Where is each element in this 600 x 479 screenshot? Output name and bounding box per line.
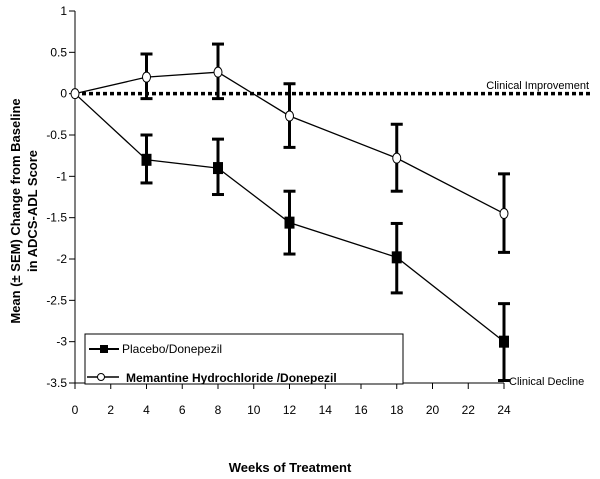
series-placebo <box>74 93 510 383</box>
series-memantine <box>70 42 510 254</box>
data-point <box>392 152 402 164</box>
legend-item-placebo: Placebo/Donepezil <box>89 342 222 356</box>
x-tick-label: 18 <box>390 403 404 417</box>
legend-box <box>84 333 404 385</box>
y-axis-title-line-1: Mean (± SEM) Change from Baseline <box>8 98 23 323</box>
data-point <box>213 162 223 175</box>
data-point <box>284 216 295 229</box>
data-point <box>141 153 152 166</box>
legend-item-memantine: Memantine Hydrochloride /Donepezil <box>87 371 337 385</box>
y-tick-label: -0.5 <box>46 128 67 142</box>
data-point <box>70 88 80 100</box>
x-tick-label: 0 <box>72 403 79 417</box>
y-tick-label: -3 <box>56 335 67 349</box>
data-point <box>142 71 151 83</box>
legend-marker-memantine <box>97 373 105 381</box>
data-point <box>499 208 509 220</box>
y-tick-label: -1.5 <box>46 211 67 225</box>
legend-label-placebo: Placebo/Donepezil <box>122 342 222 356</box>
data-point <box>499 335 509 348</box>
y-tick-label: 0 <box>60 87 67 101</box>
x-tick-label: 10 <box>247 403 261 417</box>
x-tick-label: 22 <box>462 403 476 417</box>
x-tick-label: 20 <box>426 403 440 417</box>
y-tick-label: -3.5 <box>46 376 67 390</box>
legend-label-memantine: Memantine Hydrochloride /Donepezil <box>126 371 337 385</box>
series-line <box>74 71 505 215</box>
legend: Placebo/Donepezil Memantine Hydrochlorid… <box>84 333 404 385</box>
y-tick-label: -1 <box>56 169 67 183</box>
annotation-clinical-improvement: Clinical Improvement <box>486 80 589 92</box>
x-tick-label: 12 <box>283 403 297 417</box>
annotation-clinical-decline: Clinical Decline <box>509 376 584 388</box>
axes: 10.50-0.5-1-1.5-2-2.5-3-3.50 2 4 6 8 10 12 14 16… <box>46 4 511 417</box>
data-point <box>213 66 223 78</box>
x-tick-label: 14 <box>319 403 333 417</box>
y-tick-label: -2 <box>56 252 67 266</box>
x-tick-label: 4 <box>143 403 150 417</box>
y-tick-label: -2.5 <box>46 293 67 307</box>
legend-marker-placebo <box>100 345 108 353</box>
x-tick-label: 2 <box>107 403 114 417</box>
y-tick-label: 0.5 <box>50 45 67 59</box>
x-tick-label: 8 <box>215 403 222 417</box>
y-tick-label: 1 <box>60 4 67 18</box>
data-point <box>391 251 402 264</box>
series-line <box>74 93 505 343</box>
y-axis-title-line-2: in ADCS-ADL Score <box>25 150 40 272</box>
x-axis-title: Weeks of Treatment <box>229 460 352 475</box>
x-tick-label: 16 <box>354 403 368 417</box>
x-tick-label: 6 <box>179 403 186 417</box>
x-tick-label: 24 <box>497 403 511 417</box>
data-point <box>285 110 294 122</box>
series-layer <box>70 42 510 383</box>
